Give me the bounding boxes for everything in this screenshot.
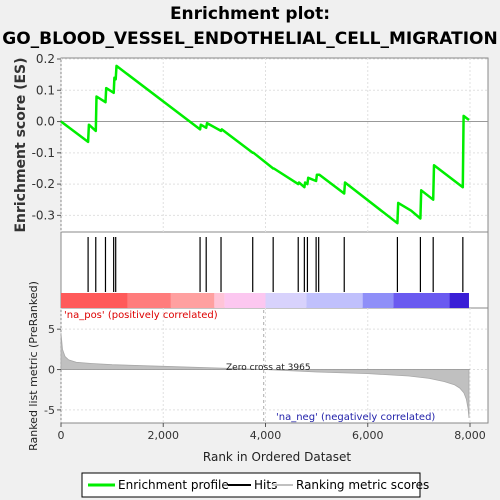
legend-hits-label: Hits [254,478,277,492]
legend-metric-label: Ranking metric scores [296,478,429,492]
metric-area [60,310,470,421]
color-bar-segment [265,293,307,308]
color-bar-segment [393,293,450,308]
color-bar-segment [362,293,394,308]
x-tick-label: 8,000 [454,429,486,442]
chart-subtitle: GO_BLOOD_VESSEL_ENDOTHELIAL_CELL_MIGRATI… [2,29,498,49]
x-tick-label: 0 [58,429,65,442]
es-grid [60,58,488,232]
es-y-tick-label: 0.0 [36,115,55,129]
color-bar-segment [127,293,171,308]
x-tick-label: 6,000 [352,429,384,442]
axis-ticks: 0.20.10.0-0.1-0.2-0.350-50 2,000 4,000 6,00… [32,52,486,442]
pos-label: 'na_pos' (positively correlated) [64,310,218,321]
color-bar-segment [306,293,363,308]
color-bar-segment [449,293,469,308]
legend: Enrichment profile Hits Ranking metric s… [81,472,429,498]
metric-y-tick-label: 0 [48,364,55,377]
x-tick-label: 4,000 [250,429,282,442]
es-y-tick-label: -0.1 [32,146,55,160]
color-bar-segment [224,293,266,308]
x-axis-label: Rank in Ordered Dataset [203,450,351,464]
x-tick-label: 2,000 [148,429,180,442]
metric-y-tick-label: -5 [44,404,55,417]
hit-markers [87,237,464,292]
es-y-tick-label: 0.2 [36,52,55,66]
metric-plot-area [60,307,489,424]
color-bar-segment [214,293,225,308]
es-y-tick-label: -0.2 [32,177,55,191]
neg-label: 'na_neg' (negatively correlated) [276,412,435,423]
es-y-tick-label: -0.3 [32,208,55,222]
legend-profile-label: Enrichment profile [118,478,229,492]
zero-cross-label: Zero cross at 3965 [226,363,311,373]
metric-y-axis-label: Ranked list metric (PreRanked) [27,281,40,451]
chart-title: Enrichment plot: [169,4,331,24]
rank-color-bar [61,293,469,308]
es-y-tick-label: 0.1 [36,83,55,97]
es-profile [60,64,470,225]
color-bar-segment [170,293,215,308]
color-bar-segment [61,293,128,308]
es-plot-area [60,57,489,233]
metric-scores-area [60,333,470,419]
es-profile-line [60,64,470,225]
metric-y-tick-label: 5 [48,323,55,336]
es-y-axis-label: Enrichment score (ES) [13,57,29,232]
